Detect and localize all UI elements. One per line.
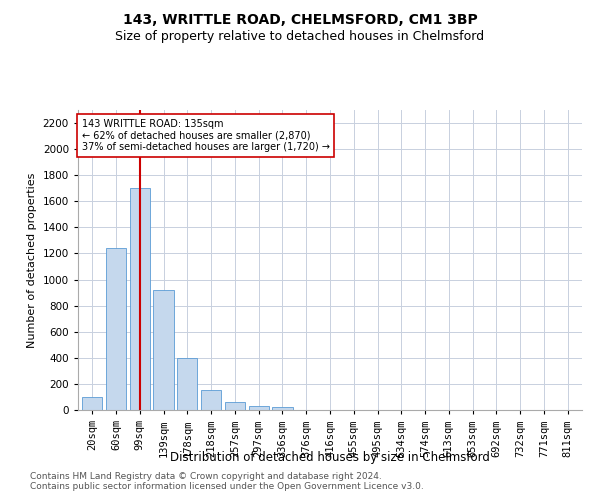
- Bar: [225, 402, 245, 410]
- Text: 143 WRITTLE ROAD: 135sqm
← 62% of detached houses are smaller (2,870)
37% of sem: 143 WRITTLE ROAD: 135sqm ← 62% of detach…: [82, 119, 329, 152]
- Bar: [154, 290, 173, 410]
- Bar: [201, 390, 221, 410]
- Text: Distribution of detached houses by size in Chelmsford: Distribution of detached houses by size …: [170, 451, 490, 464]
- Y-axis label: Number of detached properties: Number of detached properties: [27, 172, 37, 348]
- Bar: [130, 188, 150, 410]
- Bar: [272, 408, 293, 410]
- Text: Contains HM Land Registry data © Crown copyright and database right 2024.: Contains HM Land Registry data © Crown c…: [30, 472, 382, 481]
- Text: Contains public sector information licensed under the Open Government Licence v3: Contains public sector information licen…: [30, 482, 424, 491]
- Text: 143, WRITTLE ROAD, CHELMSFORD, CM1 3BP: 143, WRITTLE ROAD, CHELMSFORD, CM1 3BP: [122, 12, 478, 26]
- Bar: [177, 358, 197, 410]
- Bar: [82, 397, 103, 410]
- Text: Size of property relative to detached houses in Chelmsford: Size of property relative to detached ho…: [115, 30, 485, 43]
- Bar: [248, 406, 269, 410]
- Bar: [106, 248, 126, 410]
